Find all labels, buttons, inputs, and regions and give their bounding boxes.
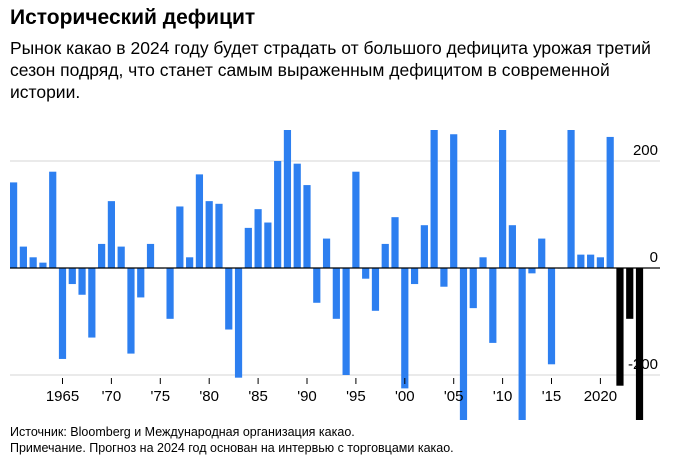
- x-tick-label: '85: [248, 388, 268, 405]
- bar-1978: [186, 257, 194, 268]
- bar-1967: [78, 268, 86, 295]
- bar-1961: [19, 246, 27, 268]
- tick-labels: 400,000 tons2000-200-4001965'70'75'80'85…: [46, 142, 658, 405]
- x-tick-label: '10: [493, 388, 513, 405]
- bar-1998: [381, 243, 389, 268]
- source-note: Источник: Bloomberg и Международная орга…: [10, 425, 355, 439]
- bar-1960: [10, 182, 18, 268]
- bar-1966: [68, 268, 76, 285]
- bar-2000: [401, 268, 409, 389]
- bar-2003: [430, 130, 438, 268]
- bar-1991: [313, 268, 321, 303]
- y-tick-label: 200: [633, 142, 658, 159]
- bar-1970: [107, 201, 115, 269]
- bar-1979: [195, 174, 204, 269]
- bar-2007: [469, 268, 477, 309]
- bar-1988: [283, 130, 292, 268]
- x-tick-label: '95: [346, 388, 366, 405]
- bar-2012: [518, 268, 526, 420]
- axes: [10, 267, 660, 384]
- bar-1974: [146, 243, 155, 268]
- bars: [10, 130, 644, 420]
- x-tick-label: 1965: [46, 388, 79, 405]
- x-tick-label: '75: [151, 388, 171, 405]
- bar-1990: [303, 185, 311, 268]
- bar-1971: [117, 246, 125, 268]
- bar-2017: [567, 130, 575, 268]
- bar-1964: [49, 171, 57, 268]
- bar-2015: [547, 268, 556, 365]
- chart-title: Исторический дефицит: [10, 6, 256, 29]
- bar-1981: [215, 203, 223, 268]
- bar-1980: [205, 201, 213, 269]
- gridlines: [10, 160, 660, 376]
- bar-2006: [459, 268, 468, 420]
- bar-1992: [322, 238, 331, 268]
- bar-2020: [596, 257, 604, 268]
- y-tick-label: 0: [650, 249, 658, 266]
- bar-1983: [234, 268, 243, 378]
- bar-2014: [538, 238, 546, 268]
- bar-2023: [626, 268, 634, 319]
- bar-2008: [479, 257, 487, 268]
- y-tick-label: -200: [628, 356, 658, 373]
- bar-1997: [371, 268, 380, 311]
- x-tick-label: '00: [395, 388, 415, 405]
- bar-1976: [166, 268, 174, 319]
- deficit-bar-chart: 400,000 tons2000-200-4001965'70'75'80'85…: [10, 130, 660, 420]
- bar-1987: [274, 161, 282, 268]
- bar-2010: [499, 130, 507, 268]
- x-tick-label: 2020: [584, 388, 617, 405]
- bar-1962: [29, 257, 37, 268]
- bar-1999: [391, 217, 399, 268]
- bar-2019: [587, 254, 595, 269]
- bar-1989: [293, 163, 301, 268]
- chart-subtitle: Рынок какао в 2024 году будет страдать о…: [10, 38, 651, 102]
- bar-1968: [88, 268, 96, 338]
- bar-1969: [98, 243, 106, 268]
- bar-2018: [577, 254, 585, 269]
- x-tick-label: '05: [444, 388, 464, 405]
- bar-1977: [176, 206, 184, 268]
- forecast-note: Примечание. Прогноз на 2024 год основан …: [10, 441, 454, 455]
- bar-1995: [352, 171, 360, 268]
- bar-2004: [440, 268, 448, 287]
- bar-2013: [528, 268, 536, 274]
- bar-2011: [508, 225, 516, 268]
- bar-2002: [420, 225, 428, 268]
- bar-1986: [264, 222, 272, 268]
- bar-2005: [450, 134, 458, 268]
- x-tick-label: '15: [542, 388, 562, 405]
- bar-1982: [225, 268, 233, 330]
- bar-1994: [342, 268, 350, 375]
- bar-2009: [489, 268, 497, 343]
- bar-1965: [58, 268, 67, 359]
- bar-1972: [127, 268, 135, 354]
- x-tick-label: '80: [199, 388, 219, 405]
- bar-2024: [635, 268, 644, 420]
- bar-2021: [606, 136, 614, 268]
- bar-1963: [39, 262, 47, 268]
- bar-2001: [410, 268, 419, 285]
- bar-1973: [137, 268, 145, 298]
- x-tick-label: '90: [297, 388, 317, 405]
- x-tick-label: '70: [102, 388, 122, 405]
- bar-1985: [254, 209, 262, 268]
- bar-2022: [616, 268, 624, 386]
- bar-1984: [244, 227, 252, 269]
- bar-1996: [362, 268, 370, 279]
- bar-1993: [332, 268, 340, 319]
